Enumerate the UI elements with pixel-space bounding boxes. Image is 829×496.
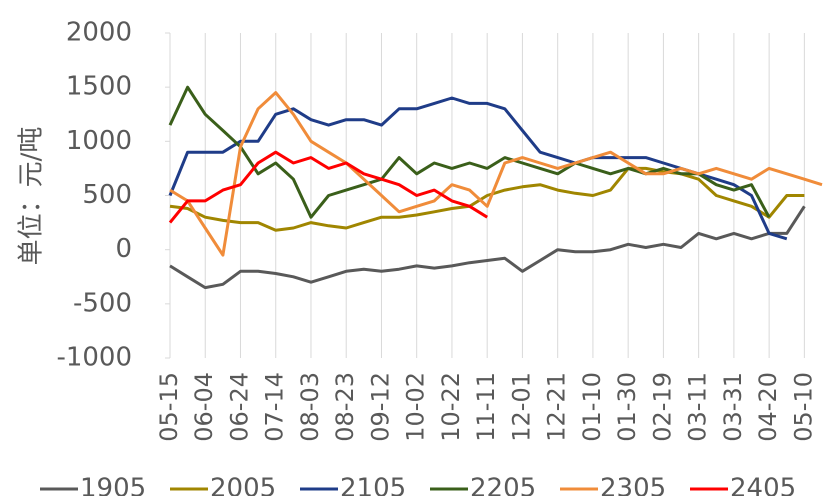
- legend-label: 2305: [600, 474, 666, 496]
- x-tick-label: 09-12: [366, 372, 394, 442]
- x-tick-label: 06-04: [190, 372, 218, 442]
- series-line: [169, 91, 823, 257]
- x-tick-label: 12-01: [507, 372, 535, 442]
- x-tick-label: 03-31: [719, 372, 747, 442]
- series-line: [168, 96, 788, 241]
- y-tick-label: -500: [73, 288, 132, 318]
- x-tick-label: 05-15: [155, 372, 183, 442]
- x-tick-label: 11-11: [472, 372, 500, 442]
- x-tick-label: 03-11: [684, 372, 712, 442]
- y-axis-label: 单位：元/吨: [17, 127, 47, 266]
- x-tick-label: 04-20: [754, 372, 782, 442]
- x-tick-label: 07-14: [261, 372, 289, 442]
- y-tick-label: 2000: [66, 18, 132, 48]
- legend-label: 2405: [730, 474, 796, 496]
- y-tick-label: 0: [115, 234, 132, 264]
- series-line: [169, 205, 806, 290]
- x-tick-label: 08-03: [296, 372, 324, 442]
- legend-label: 2105: [340, 474, 406, 496]
- x-tick-label: 01-30: [613, 372, 641, 442]
- series-line: [168, 85, 771, 219]
- x-tick-label: 10-02: [402, 372, 430, 442]
- legend-label: 2205: [470, 474, 536, 496]
- series-line: [168, 150, 488, 224]
- x-tick-label: 06-24: [225, 372, 253, 442]
- y-tick-label: 500: [82, 180, 132, 210]
- x-tick-label: 12-21: [543, 372, 571, 442]
- legend-label: 2005: [210, 474, 276, 496]
- x-tick-label: 08-23: [331, 372, 359, 442]
- x-tick-label: 05-10: [789, 372, 817, 442]
- y-tick-label: -1000: [56, 343, 132, 373]
- series-line: [169, 166, 805, 232]
- x-tick-label: 01-10: [578, 372, 606, 442]
- legend-label: 1905: [80, 474, 146, 496]
- x-tick-label: 02-19: [648, 372, 676, 442]
- x-tick-label: 10-22: [437, 372, 465, 442]
- y-tick-label: 1000: [66, 126, 132, 156]
- y-tick-label: 1500: [66, 72, 132, 102]
